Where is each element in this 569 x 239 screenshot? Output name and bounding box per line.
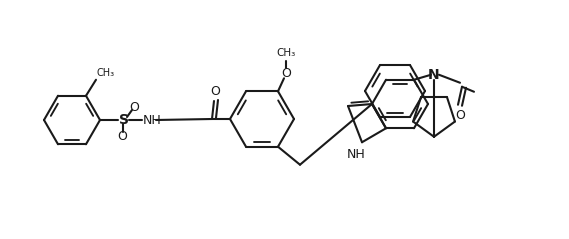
- Text: NH: NH: [143, 114, 162, 126]
- Text: NH: NH: [347, 148, 365, 161]
- Text: O: O: [281, 67, 291, 80]
- Text: O: O: [455, 109, 465, 122]
- Text: O: O: [210, 85, 220, 98]
- Text: CH₃: CH₃: [97, 68, 115, 78]
- Text: O: O: [129, 101, 139, 114]
- Text: O: O: [117, 130, 127, 142]
- Text: S: S: [119, 113, 129, 127]
- Text: CH₃: CH₃: [277, 48, 296, 58]
- Text: N: N: [428, 68, 440, 82]
